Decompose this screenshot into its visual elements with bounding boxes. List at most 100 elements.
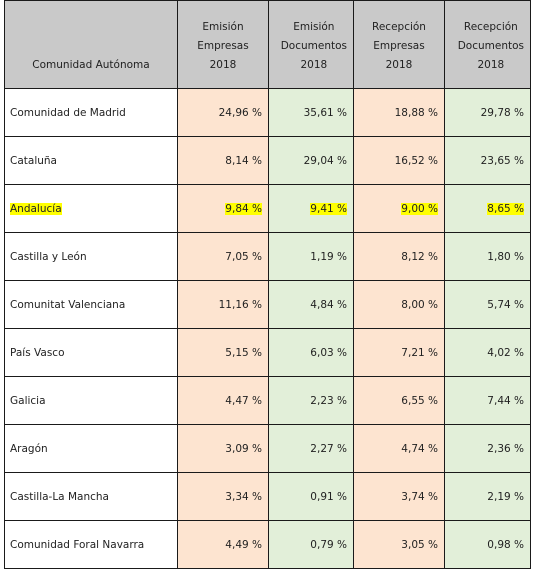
column-header-line: Comunidad Autónoma	[32, 59, 150, 71]
cell-recepcion-documentos: 1,80 %	[444, 232, 531, 281]
cell-recepcion-empresas: 8,12 %	[353, 232, 445, 281]
cell-recepcion-empresas: 16,52 %	[353, 136, 445, 185]
column-header-label: Recepción Documentos 2018	[458, 18, 524, 75]
column-header-emision-documentos: Emisión Documentos 2018	[268, 0, 354, 89]
cell-recepcion-documentos: 8,65 %	[444, 184, 531, 233]
cell-value: 8,14 %	[225, 154, 262, 167]
column-header-line: Documentos	[280, 40, 347, 52]
cell-value: 2,23 %	[310, 394, 347, 407]
cell-value: 0,91 %	[310, 490, 347, 503]
cell-recepcion-documentos: 0,98 %	[444, 520, 531, 569]
column-header-line: Emisión	[202, 21, 244, 33]
cell-comunidad: País Vasco	[4, 328, 178, 377]
cell-recepcion-documentos: 29,78 %	[444, 88, 531, 137]
column-header-label: Recepción Empresas 2018	[360, 18, 438, 75]
column-header-line: Empresas 2018	[373, 40, 425, 71]
comunidad-name: Comunidad Foral Navarra	[10, 538, 145, 551]
cell-value: 5,15 %	[225, 346, 262, 359]
cell-emision-empresas: 4,47 %	[177, 376, 269, 425]
table-row: Comunidad Foral Navarra 4,49 % 0,79 % 3,05 …	[4, 520, 531, 569]
comunidades-table: Comunidad Autónoma Emisión Empresas 2018 Em…	[4, 0, 531, 569]
cell-emision-documentos: 1,19 %	[268, 232, 354, 281]
cell-emision-documentos: 2,23 %	[268, 376, 354, 425]
cell-value: 9,84 %	[225, 202, 262, 215]
cell-emision-empresas: 11,16 %	[177, 280, 269, 329]
cell-comunidad: Galicia	[4, 376, 178, 425]
cell-value: 7,21 %	[401, 346, 438, 359]
column-header-comunidad: Comunidad Autónoma	[4, 0, 178, 89]
column-header-label: Comunidad Autónoma	[32, 56, 149, 75]
comunidad-name: Castilla y León	[10, 250, 87, 263]
cell-emision-documentos: 4,84 %	[268, 280, 354, 329]
table-row: Comunidad de Madrid 24,96 % 35,61 % 18,88 %…	[4, 88, 531, 137]
cell-value: 0,79 %	[310, 538, 347, 551]
cell-comunidad: Andalucía	[4, 184, 178, 233]
cell-value: 4,49 %	[225, 538, 262, 551]
column-header-line: 2018	[477, 59, 505, 71]
cell-recepcion-documentos: 2,36 %	[444, 424, 531, 473]
cell-recepcion-documentos: 4,02 %	[444, 328, 531, 377]
cell-emision-documentos: 0,79 %	[268, 520, 354, 569]
cell-value: 2,36 %	[487, 442, 524, 455]
comunidad-name: Castilla-La Mancha	[10, 490, 109, 503]
cell-recepcion-empresas: 18,88 %	[353, 88, 445, 137]
cell-value: 7,44 %	[487, 394, 524, 407]
cell-recepcion-documentos: 7,44 %	[444, 376, 531, 425]
cell-value: 16,52 %	[394, 154, 438, 167]
cell-recepcion-empresas: 8,00 %	[353, 280, 445, 329]
cell-value: 6,55 %	[401, 394, 438, 407]
cell-value: 35,61 %	[303, 106, 347, 119]
cell-value: 4,02 %	[487, 346, 524, 359]
cell-comunidad: Castilla-La Mancha	[4, 472, 178, 521]
cell-value: 1,19 %	[310, 250, 347, 263]
cell-value: 4,47 %	[225, 394, 262, 407]
cell-value: 29,78 %	[480, 106, 524, 119]
cell-recepcion-empresas: 9,00 %	[353, 184, 445, 233]
column-header-line: Emisión	[293, 21, 335, 33]
cell-emision-empresas: 9,84 %	[177, 184, 269, 233]
column-header-line: Recepción	[463, 21, 518, 33]
cell-emision-documentos: 6,03 %	[268, 328, 354, 377]
table-row: Andalucía 9,84 % 9,41 % 9,00 % 8,65 %	[4, 184, 531, 233]
column-header-line: Empresas 2018	[197, 40, 249, 71]
cell-value: 4,74 %	[401, 442, 438, 455]
table-container: Comunidad Autónoma Emisión Empresas 2018 Em…	[4, 0, 531, 569]
cell-comunidad: Comunidad Foral Navarra	[4, 520, 178, 569]
cell-value: 3,74 %	[401, 490, 438, 503]
column-header-recepcion-empresas: Recepción Empresas 2018	[353, 0, 445, 89]
table-row: Castilla-La Mancha 3,34 % 0,91 % 3,74 % 2,19…	[4, 472, 531, 521]
cell-value: 0,98 %	[487, 538, 524, 551]
cell-recepcion-empresas: 3,05 %	[353, 520, 445, 569]
cell-value: 3,09 %	[225, 442, 262, 455]
cell-emision-empresas: 7,05 %	[177, 232, 269, 281]
cell-value: 18,88 %	[394, 106, 438, 119]
header-row: Comunidad Autónoma Emisión Empresas 2018 Em…	[4, 0, 531, 89]
column-header-emision-empresas: Emisión Empresas 2018	[177, 0, 269, 89]
column-header-line: 2018	[300, 59, 328, 71]
cell-emision-empresas: 3,34 %	[177, 472, 269, 521]
cell-comunidad: Comunitat Valenciana	[4, 280, 178, 329]
cell-value: 6,03 %	[310, 346, 347, 359]
cell-value: 29,04 %	[303, 154, 347, 167]
cell-value: 5,74 %	[487, 298, 524, 311]
cell-emision-documentos: 2,27 %	[268, 424, 354, 473]
cell-recepcion-empresas: 6,55 %	[353, 376, 445, 425]
cell-emision-empresas: 5,15 %	[177, 328, 269, 377]
cell-recepcion-empresas: 3,74 %	[353, 472, 445, 521]
cell-comunidad: Castilla y León	[4, 232, 178, 281]
table-row: Aragón 3,09 % 2,27 % 4,74 % 2,36 %	[4, 424, 531, 473]
cell-value: 2,27 %	[310, 442, 347, 455]
cell-comunidad: Comunidad de Madrid	[4, 88, 178, 137]
column-header-recepcion-documentos: Recepción Documentos 2018	[444, 0, 531, 89]
cell-emision-documentos: 9,41 %	[268, 184, 354, 233]
cell-value: 8,65 %	[487, 202, 524, 215]
cell-value: 23,65 %	[480, 154, 524, 167]
cell-comunidad: Aragón	[4, 424, 178, 473]
comunidad-name: Andalucía	[10, 202, 62, 215]
cell-value: 4,84 %	[310, 298, 347, 311]
cell-value: 9,00 %	[401, 202, 438, 215]
column-header-label: Emisión Documentos 2018	[281, 18, 347, 75]
cell-emision-empresas: 24,96 %	[177, 88, 269, 137]
table-row: Cataluña 8,14 % 29,04 % 16,52 % 23,65 %	[4, 136, 531, 185]
cell-value: 11,16 %	[218, 298, 262, 311]
